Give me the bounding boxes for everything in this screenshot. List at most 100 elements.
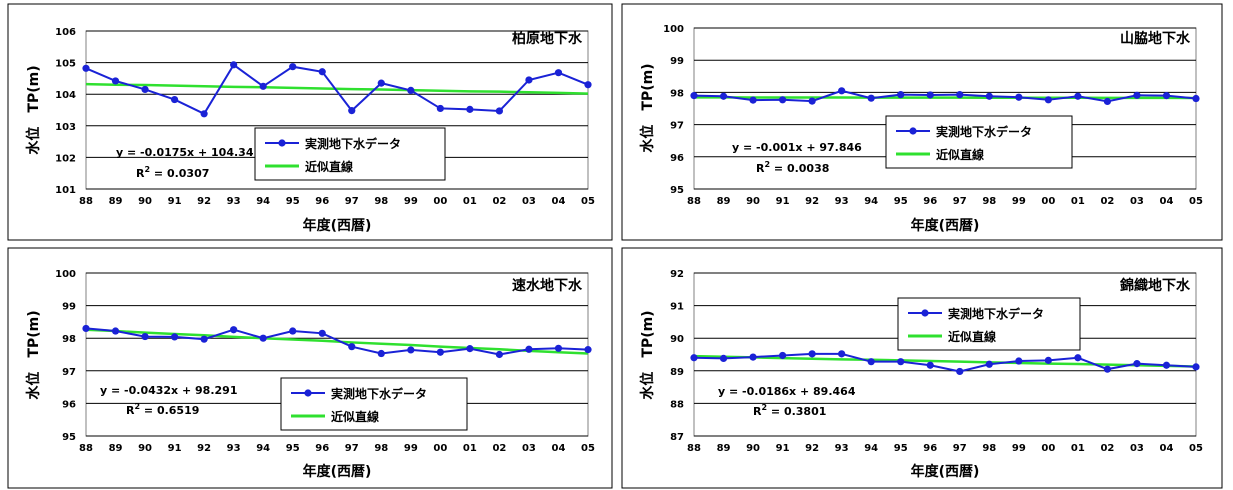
x-tick-label: 00: [1041, 196, 1055, 207]
x-tick-label: 96: [315, 443, 329, 454]
x-tick-label: 94: [864, 443, 878, 454]
x-tick-label: 02: [492, 196, 506, 207]
x-tick-label: 88: [687, 443, 701, 454]
x-axis-label: 年度(西暦): [911, 463, 980, 480]
measured-point: [436, 104, 444, 113]
measured-point: [1103, 97, 1112, 106]
measured-point: [170, 95, 179, 104]
panel-frame: [7, 3, 613, 241]
x-axis-label: 年度(西暦): [911, 217, 980, 234]
x-tick-label: 95: [286, 196, 300, 207]
panel-frame: [621, 247, 1223, 489]
panel-frame: [7, 247, 613, 489]
x-tick-label: 05: [1189, 196, 1203, 207]
measured-point: [259, 82, 267, 90]
measured-point: [956, 91, 964, 99]
x-tick-label: 99: [1012, 443, 1026, 454]
measured-point: [200, 110, 208, 118]
measured-point: [838, 350, 846, 358]
measured-point: [318, 329, 326, 337]
x-tick-label: 91: [168, 443, 182, 454]
measured-point: [525, 345, 533, 353]
x-tick-label: 94: [256, 443, 270, 454]
measured-point: [466, 345, 474, 353]
measured-point: [838, 87, 846, 95]
chart-panel-2: 95 96 97 98 99 100 88 89 90 91 92 93 94 95 96 97 98 99 00 0…: [621, 3, 1223, 241]
measured-point: [690, 354, 698, 362]
x-tick-label: 01: [1071, 443, 1085, 454]
measured-point: [495, 107, 504, 115]
measured-point: [200, 335, 208, 343]
measured-point: [808, 97, 816, 105]
measured-point: [289, 63, 297, 71]
r-squared-value: = 0.0307: [150, 167, 209, 180]
measured-point: [956, 367, 964, 376]
y-tick-label: 87: [670, 432, 684, 443]
measured-point: [778, 351, 787, 360]
measured-point: [867, 94, 875, 102]
measured-point: [867, 358, 875, 366]
measured-point: [897, 358, 905, 366]
measured-point: [926, 361, 934, 369]
legend-box: [280, 377, 468, 431]
measured-point: [111, 77, 120, 85]
measured-point: [749, 353, 757, 361]
legend-measured-label: 実測地下水データ: [948, 306, 1044, 321]
measured-point: [719, 92, 728, 100]
y-axis-label: 水位 TP(m): [639, 63, 656, 152]
r-squared-symbol: R: [136, 167, 145, 180]
legend-trend-label: 近似直線: [305, 159, 353, 174]
y-tick-label: 95: [670, 185, 684, 196]
y-tick-label: 95: [62, 432, 76, 443]
measured-point: [554, 69, 563, 77]
y-tick-label: 103: [55, 122, 76, 133]
x-tick-label: 95: [286, 443, 300, 454]
measured-point: [407, 346, 415, 354]
x-axis-label: 年度(西暦): [303, 463, 372, 480]
measured-point: [348, 343, 356, 351]
measured-point: [495, 350, 504, 359]
x-tick-label: 90: [138, 443, 152, 454]
x-tick-label: 02: [1100, 196, 1114, 207]
x-tick-label: 03: [1130, 443, 1144, 454]
measured-point: [719, 354, 728, 363]
measured-point: [985, 360, 993, 368]
measured-point: [141, 85, 149, 94]
x-tick-label: 92: [197, 196, 211, 207]
chart-panel-1: 101 102 103 104 105 106 88 89 90 91 92 93 94 95 96 97 98…: [7, 3, 613, 241]
measured-point: [1133, 360, 1141, 368]
measured-point: [141, 332, 149, 341]
x-tick-label: 88: [79, 196, 93, 207]
r-squared-exponent: 2: [144, 165, 150, 174]
x-tick-label: 98: [374, 443, 388, 454]
measured-point: [554, 344, 563, 352]
measured-point: [1015, 93, 1023, 101]
x-tick-label: 93: [835, 443, 849, 454]
measured-point: [1192, 94, 1200, 103]
measured-point: [82, 64, 90, 72]
measured-point: [1162, 361, 1171, 369]
measured-point: [525, 76, 533, 84]
measured-line: [693, 352, 1197, 373]
legend-measured-marker: [909, 127, 917, 135]
y-tick-label: 100: [55, 269, 76, 280]
x-tick-label: 92: [805, 196, 819, 207]
x-tick-label: 90: [746, 443, 760, 454]
regression-equation: y = -0.001x + 97.846: [732, 141, 862, 154]
legend-box: [897, 297, 1081, 351]
trend-line: [85, 82, 589, 95]
measured-point: [407, 86, 415, 95]
chart-title: 柏原地下水: [512, 30, 583, 47]
measured-point: [1162, 92, 1171, 100]
legend-trend-label: 近似直線: [936, 147, 984, 162]
x-tick-label: 04: [552, 196, 566, 207]
legend-measured-marker: [921, 309, 929, 317]
legend-measured-label: 実測地下水データ: [305, 136, 401, 151]
measured-point: [230, 61, 238, 69]
y-tick-label: 105: [55, 59, 76, 70]
y-tick-label: 104: [55, 90, 76, 101]
x-tick-label: 03: [522, 443, 536, 454]
x-tick-label: 00: [1041, 443, 1055, 454]
x-tick-label: 00: [433, 443, 447, 454]
